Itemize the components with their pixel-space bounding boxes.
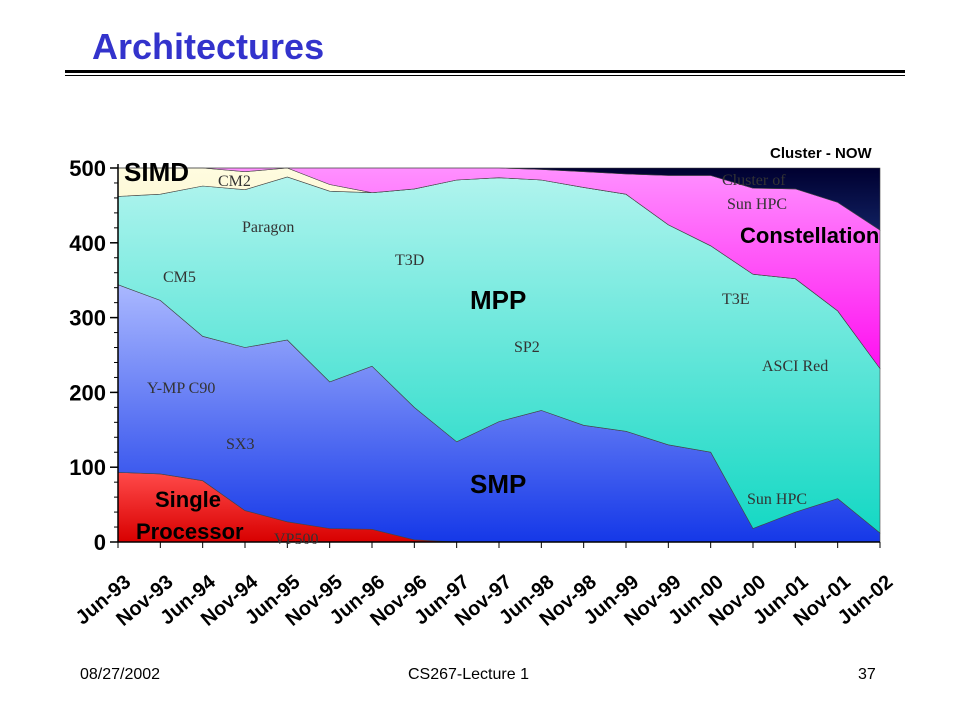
machine-label: Cluster of xyxy=(722,172,786,189)
series-label: MPP xyxy=(470,285,526,315)
machine-label: VP500 xyxy=(274,531,318,548)
series-label: Single xyxy=(155,487,221,512)
footer-date: 08/27/2002 xyxy=(80,666,161,683)
y-tick-label: 200 xyxy=(69,380,106,405)
machine-label: Sun HPC xyxy=(747,491,807,508)
machine-label: CM2 xyxy=(218,173,251,190)
slide-title: Architectures xyxy=(92,26,325,67)
area-cluster-now xyxy=(118,167,881,231)
title-divider xyxy=(65,70,905,76)
machine-label: Paragon xyxy=(242,219,294,236)
y-tick-label: 400 xyxy=(69,231,106,256)
machine-label: SP2 xyxy=(514,339,540,356)
y-tick-label: 0 xyxy=(94,530,106,555)
y-tick-label: 300 xyxy=(69,306,106,331)
machine-label: T3D xyxy=(395,252,424,269)
series-label: Cluster - NOW xyxy=(770,145,873,162)
machine-label: CM5 xyxy=(163,269,196,286)
footer-page-number: 37 xyxy=(858,666,876,683)
machine-label: T3E xyxy=(722,291,750,308)
machine-label: Sun HPC xyxy=(727,196,787,213)
y-tick-label: 500 xyxy=(69,156,106,181)
series-label: SIMD xyxy=(124,157,189,187)
series-label: Processor xyxy=(136,519,244,544)
machine-label: Y-MP C90 xyxy=(147,380,215,397)
y-tick-label: 100 xyxy=(69,455,106,480)
footer-course: CS267-Lecture 1 xyxy=(408,666,529,683)
machine-label: ASCI Red xyxy=(762,358,828,375)
machine-label: SX3 xyxy=(226,436,254,453)
series-label: Constellation xyxy=(740,223,879,248)
series-label: SMP xyxy=(470,469,526,499)
